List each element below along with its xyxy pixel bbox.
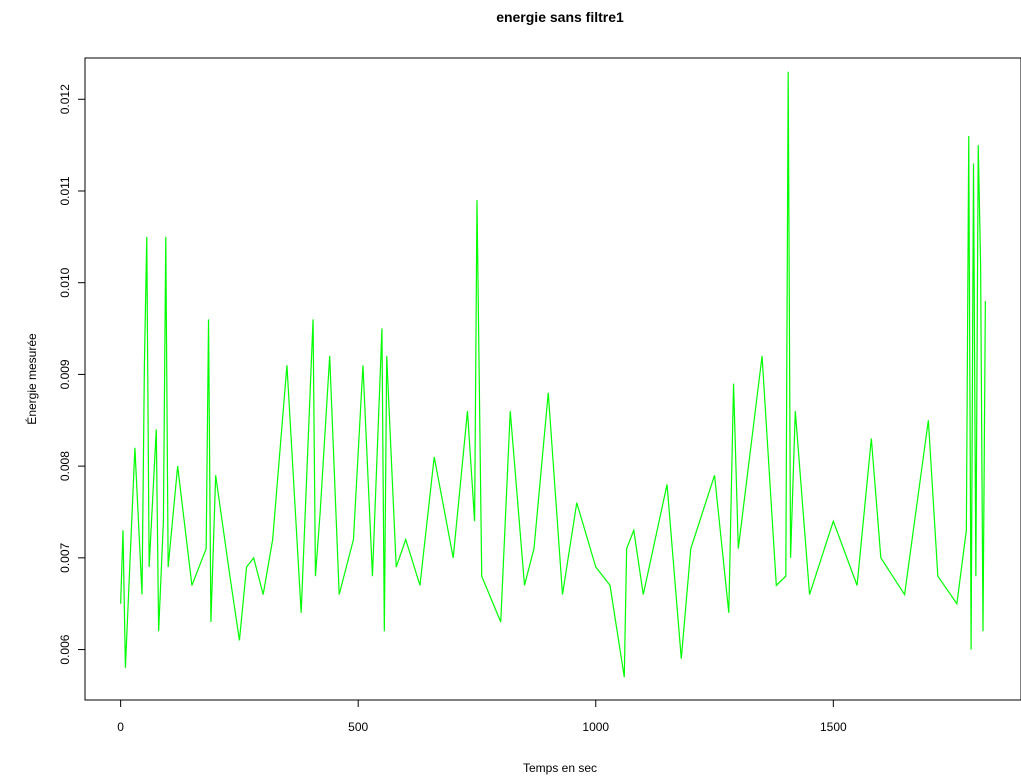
x-axis-label: Temps en sec: [523, 761, 597, 775]
x-tick-label: 1000: [582, 720, 609, 734]
y-tick-label: 0.011: [58, 176, 72, 205]
y-axis: 0.006 0.007 0.008 0.009 0.010 0.011 0.012: [58, 84, 86, 665]
x-tick-label: 1500: [820, 720, 847, 734]
chart-title: energie sans filtre1: [496, 9, 624, 25]
plot-box: [84, 57, 1021, 701]
y-tick-label: 0.012: [58, 84, 72, 114]
series-line-1: [120, 71, 986, 678]
y-tick-label: 0.009: [58, 359, 72, 389]
x-axis: 0 500 1000 1500: [117, 699, 847, 734]
series-layer: [120, 71, 986, 678]
y-tick-label: 0.006: [58, 634, 72, 664]
x-tick-label: 0: [117, 720, 124, 734]
y-axis-label: Énergie mesurée: [24, 333, 39, 425]
y-tick-label: 0.010: [58, 267, 72, 297]
y-tick-label: 0.007: [58, 543, 72, 573]
y-tick-label: 0.008: [58, 451, 72, 481]
x-tick-label: 500: [348, 720, 368, 734]
